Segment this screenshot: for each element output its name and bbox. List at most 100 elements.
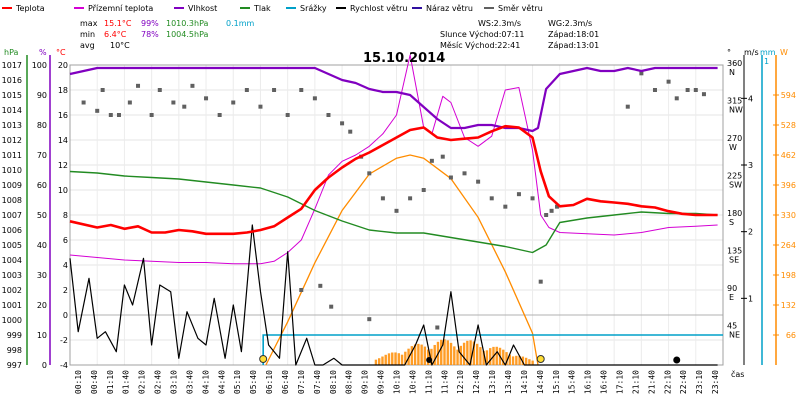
wind-direction-point — [476, 179, 481, 184]
solar-bar — [391, 352, 394, 365]
solar-tick: 66 — [786, 331, 796, 340]
series-line — [69, 224, 718, 366]
solar-bar — [433, 344, 436, 365]
temp-tick: 0 — [63, 311, 68, 320]
solar-bar — [430, 348, 433, 365]
wind-direction-point — [421, 188, 426, 192]
wind-direction-point — [448, 175, 453, 180]
series-line — [69, 54, 718, 265]
time-tick: 21:10 — [631, 370, 640, 394]
time-tick: 14:40 — [536, 370, 545, 394]
time-tick: 16:40 — [600, 370, 609, 394]
pressure-tick: 1004 — [2, 256, 22, 265]
pressure-tick: 1009 — [2, 181, 22, 190]
solar-tick: 528 — [781, 121, 796, 130]
wind-direction-point — [318, 283, 323, 288]
info-moon: Měsíc Východ:22:41 — [440, 41, 520, 50]
time-tick: 17:10 — [615, 370, 624, 394]
temp-tick: 2 — [63, 286, 68, 295]
solar-bar — [508, 354, 511, 365]
rain-tick: 1 — [764, 57, 769, 66]
direction-tick: 45 — [727, 322, 737, 331]
time-tick: 10:10 — [393, 370, 402, 394]
direction-label: NE — [729, 331, 740, 340]
series-line — [69, 124, 718, 236]
solar-bar — [394, 352, 397, 365]
solar-bar — [387, 353, 391, 365]
solar-bar — [524, 357, 528, 365]
legend: Teplota Přízemní teplota Vlhkost Tlak Sr… — [2, 4, 543, 13]
temp-tick: 6 — [63, 236, 68, 245]
stats-block: max 15.1°C 99% 1010.3hPa 0.1mm min 6.4°C… — [80, 19, 255, 50]
info-wg: WG:2.3m/s — [548, 19, 592, 28]
solar-bar — [472, 341, 476, 365]
solar-bar — [456, 349, 459, 365]
time-tick: 23:40 — [711, 370, 720, 394]
wind-direction-point — [182, 104, 187, 109]
legend-label: Přízemní teplota — [88, 4, 153, 13]
stat-min-temp: 6.4°C — [104, 30, 127, 39]
wind-direction-point — [440, 154, 445, 159]
pressure-tick: 1005 — [2, 241, 22, 250]
time-tick: 05:40 — [249, 370, 258, 394]
time-tick: 08:40 — [345, 370, 354, 394]
solar-tick: 462 — [781, 151, 796, 160]
time-tick: 02:10 — [138, 370, 147, 394]
time-tick: 12:40 — [472, 370, 481, 394]
solar-bar — [443, 339, 446, 365]
wind-direction-point — [429, 158, 434, 163]
solar-bar — [459, 345, 463, 365]
solar-bar — [374, 359, 378, 365]
direction-label: SW — [729, 181, 742, 190]
wind-direction-point — [408, 196, 413, 201]
direction-tick: 180 — [727, 209, 742, 218]
wind-direction-point — [95, 108, 100, 113]
solar-bar — [400, 354, 404, 365]
wind-direction-point — [190, 83, 195, 88]
temp-tick: 20 — [58, 61, 68, 70]
wind-direction-point — [555, 204, 560, 209]
solar-bar — [417, 343, 420, 365]
time-tick: 23:10 — [695, 370, 704, 394]
wind-direction-point — [340, 121, 345, 126]
time-tick: 09:40 — [377, 370, 386, 394]
wind-direction-point — [217, 113, 222, 117]
wind-direction-point — [516, 192, 521, 197]
pressure-tick: 1007 — [2, 211, 22, 220]
time-tick: 04:40 — [217, 370, 226, 394]
solar-bar — [528, 359, 531, 365]
wind-direction-point — [116, 113, 121, 117]
time-tick: 11:10 — [424, 370, 433, 394]
series-line — [69, 170, 718, 254]
direction-label: W — [729, 143, 737, 152]
wind-direction-point — [380, 196, 385, 201]
temp-tick: 14 — [58, 136, 68, 145]
wind-direction-point — [693, 88, 698, 92]
legend-label: Teplota — [15, 4, 45, 13]
wind-direction-point — [674, 96, 679, 101]
time-tick: 01:40 — [122, 370, 131, 394]
direction-label: SE — [729, 256, 739, 265]
time-tick: 13:40 — [504, 370, 513, 394]
stat-avg-temp: 10°C — [110, 41, 130, 50]
temp-tick: -4 — [60, 361, 68, 370]
wind-direction-point — [299, 288, 304, 292]
time-tick: 05:10 — [233, 370, 242, 394]
wind-direction-point — [127, 100, 132, 105]
wind-direction-point — [503, 204, 508, 209]
solar-bar — [453, 346, 456, 365]
time-tick: 22:10 — [663, 370, 672, 394]
wind-direction-point — [544, 213, 549, 217]
direction-label: NW — [729, 106, 743, 115]
solar-bar — [531, 360, 534, 365]
time-tick: 00:10 — [74, 370, 83, 394]
pressure-tick: 1011 — [2, 151, 22, 160]
wind-direction-point — [108, 113, 113, 117]
wind-direction-point — [231, 100, 236, 105]
time-tick: 13:10 — [488, 370, 497, 394]
time-tick: 01:10 — [106, 370, 115, 394]
solar-bar — [479, 347, 482, 365]
direction-tick: 315 — [727, 97, 742, 106]
wind-direction-point — [157, 88, 162, 92]
stat-avg-label: avg — [80, 41, 95, 50]
